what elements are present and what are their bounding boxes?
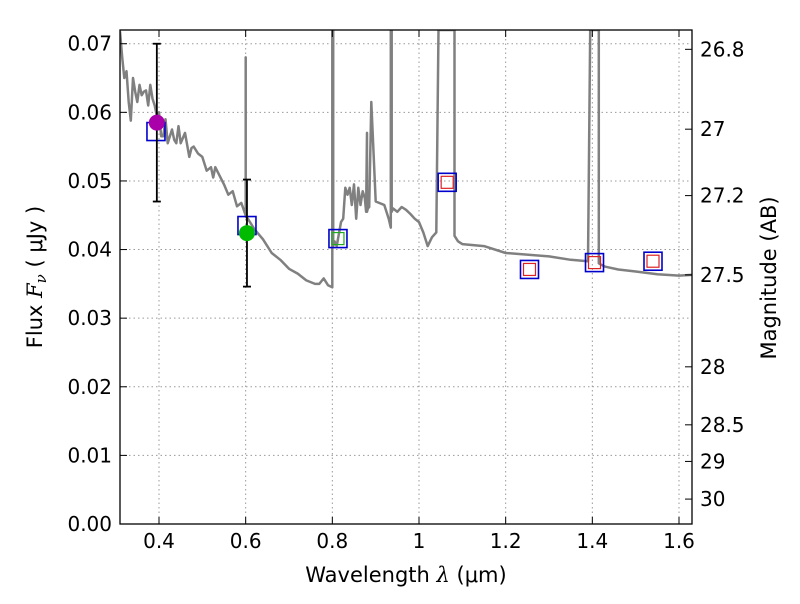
x-label-symbol: λ bbox=[436, 563, 450, 587]
grid bbox=[120, 30, 692, 525]
fit-photometry-box bbox=[440, 175, 454, 189]
plot-content bbox=[120, 30, 692, 289]
ticks: 0.4 0.6 0.8 1 1.2 1.4 1.6 0.00 0.01 0.02 0.03 0.04 0… bbox=[67, 30, 745, 553]
fit-photometry-box bbox=[331, 231, 345, 246]
x-label-units: (μm) bbox=[450, 563, 507, 587]
y-tick-label: 0.00 bbox=[67, 512, 112, 536]
sed-curve bbox=[120, 30, 692, 289]
y2-tick-label: 28.5 bbox=[700, 413, 745, 437]
y2-tick-label: 27.2 bbox=[700, 184, 745, 208]
y-tick-label: 0.01 bbox=[67, 443, 112, 467]
y-label-units: ( μJy ) bbox=[23, 206, 47, 274]
y2-tick-label: 30 bbox=[700, 487, 725, 511]
data-layer bbox=[120, 30, 692, 289]
fit-photometry-box bbox=[587, 255, 602, 270]
x-axis-label: Wavelength λ (μm) bbox=[305, 563, 506, 587]
x-label-text: Wavelength bbox=[305, 563, 436, 587]
x-tick-label: 0.6 bbox=[230, 529, 262, 553]
x-tick-label: 0.4 bbox=[143, 529, 175, 553]
model-photometry-box bbox=[437, 172, 457, 193]
x-tick-label: 0.8 bbox=[316, 529, 348, 553]
y-axis-label: Flux Fν ( μJy ) bbox=[23, 206, 50, 348]
observed-point bbox=[238, 225, 255, 242]
y2-axis-label: Magnitude (AB) bbox=[757, 196, 781, 359]
model-photometry-box bbox=[643, 251, 663, 272]
observed-point bbox=[148, 114, 165, 131]
y-label-symbol: F bbox=[23, 282, 47, 299]
y2-tick-label: 26.8 bbox=[700, 37, 745, 61]
x-tick-label: 1.4 bbox=[576, 529, 608, 553]
model-photometry-box bbox=[328, 228, 348, 249]
y-label-subscript: ν bbox=[32, 274, 50, 283]
y2-tick-label: 27 bbox=[700, 117, 725, 141]
y-tick-label: 0.06 bbox=[67, 100, 112, 124]
y-tick-label: 0.07 bbox=[67, 32, 112, 56]
y2-tick-label: 27.5 bbox=[700, 263, 745, 287]
x-tick-label: 1.6 bbox=[663, 529, 695, 553]
y2-tick-label: 28 bbox=[700, 355, 725, 379]
y-tick-label: 0.04 bbox=[67, 238, 112, 262]
fit-photometry-box bbox=[646, 254, 660, 268]
fit-photometry-box bbox=[522, 262, 537, 277]
model-photometry-box bbox=[584, 252, 605, 273]
y-tick-label: 0.02 bbox=[67, 375, 112, 399]
plot-frame bbox=[119, 29, 693, 525]
y-tick-label: 0.03 bbox=[67, 306, 112, 330]
x-tick-label: 1.2 bbox=[490, 529, 522, 553]
y-tick-label: 0.05 bbox=[67, 169, 112, 193]
y-label-text: Flux bbox=[23, 298, 47, 348]
y2-tick-label: 29 bbox=[700, 449, 725, 473]
x-tick-label: 1 bbox=[413, 529, 426, 553]
model-photometry-box bbox=[519, 259, 540, 280]
